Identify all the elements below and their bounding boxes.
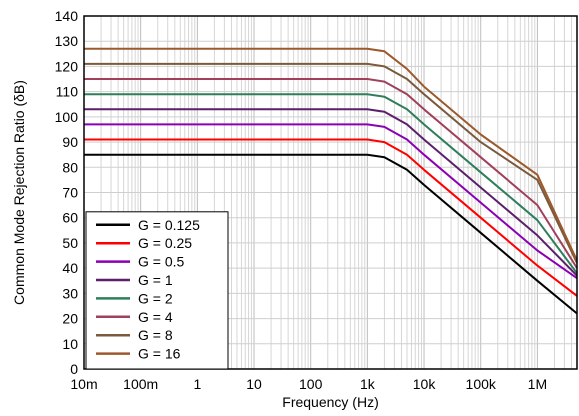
y-tick-labels: 0 10 20 30 40 50 60 70 80 90 100 110 120 130 140 [55, 8, 79, 377]
legend-label: G = 4 [138, 309, 173, 325]
y-tick-label: 40 [62, 260, 78, 276]
x-tick-label: 1 [193, 376, 201, 392]
legend-label: G = 2 [138, 290, 173, 306]
y-tick-label: 60 [62, 210, 78, 226]
x-tick-label: 10m [70, 376, 97, 392]
legend-label: G = 1 [138, 272, 173, 288]
legend-box [85, 211, 229, 370]
series-line-1 [84, 138, 578, 297]
plot-frame [83, 15, 578, 370]
series-line-5 [84, 78, 578, 269]
x-tick-label: 1M [528, 376, 547, 392]
y-tick-label: 130 [55, 33, 79, 49]
y-tick-label: 10 [62, 336, 78, 352]
series-line-2 [84, 123, 578, 280]
legend: G = 0.125 G = 0.25 G = 0.5 G = 1 G = 2 G = 4 G… [85, 211, 229, 370]
y-tick-label: 140 [55, 8, 79, 24]
legend-label: G = 0.5 [138, 254, 185, 270]
y-axis-title: Common Mode Rejection Ratio (δB) [11, 80, 27, 305]
x-tick-label: 100k [466, 376, 497, 392]
x-tick-label: 100 [299, 376, 323, 392]
series-line-3 [84, 108, 578, 277]
legend-label: G = 16 [138, 346, 181, 362]
y-tick-label: 70 [62, 185, 78, 201]
x-tick-label: 1k [360, 376, 376, 392]
x-tick-labels: 10m 100m 1 10 100 1k 10k 100k 1M [70, 376, 547, 392]
series-line-4 [84, 93, 578, 274]
x-tick-label: 100m [123, 376, 158, 392]
y-tick-label: 110 [56, 84, 79, 100]
grid [83, 15, 578, 370]
legend-label: G = 0.25 [138, 235, 192, 251]
y-tick-label: 0 [70, 361, 78, 377]
series-line-6 [84, 62, 578, 264]
series-line-0 [84, 153, 578, 315]
series-lines [84, 47, 578, 315]
y-tick-label: 90 [62, 134, 78, 150]
x-tick-label: 10 [246, 376, 262, 392]
y-tick-label: 30 [62, 285, 78, 301]
legend-label: G = 0.125 [138, 217, 200, 233]
series-line-7 [84, 47, 578, 262]
y-tick-label: 50 [62, 235, 78, 251]
y-tick-label: 120 [55, 58, 79, 74]
y-tick-label: 100 [55, 109, 79, 125]
y-tick-label: 20 [62, 311, 78, 327]
x-tick-label: 10k [413, 376, 437, 392]
x-axis-title: Frequency (Hz) [282, 394, 378, 410]
y-tick-label: 80 [62, 159, 78, 175]
legend-label: G = 8 [138, 327, 173, 343]
